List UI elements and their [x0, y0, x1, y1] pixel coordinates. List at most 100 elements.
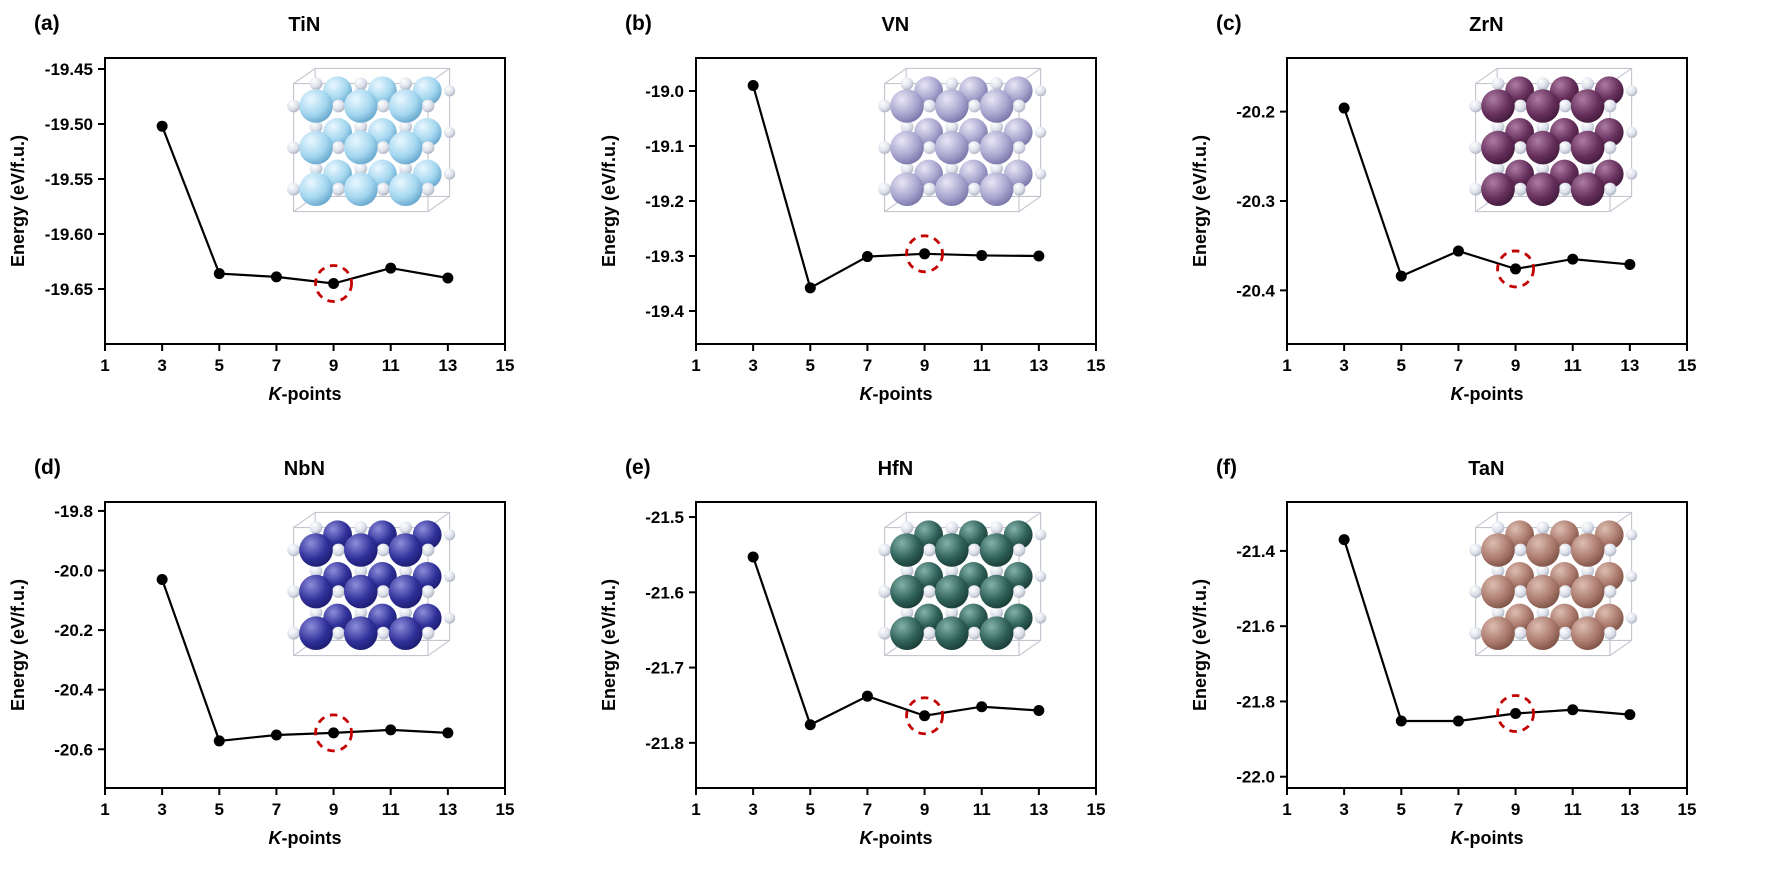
data-point [919, 248, 931, 260]
highlight-circle [1496, 694, 1535, 733]
data-point [1033, 704, 1045, 716]
x-tick-label: 9 [1511, 356, 1520, 375]
data-point [976, 249, 988, 261]
x-axis-label: K-points [1451, 828, 1524, 848]
panel-label: (f) [1216, 456, 1237, 479]
y-tick-label: -21.6 [1236, 617, 1275, 636]
y-axis-label: Energy (eV/f.u.) [1190, 579, 1210, 711]
x-tick-label: 7 [863, 356, 872, 375]
data-point [804, 282, 816, 294]
y-tick-label: -21.7 [645, 659, 684, 678]
crystal-structure-inset [1469, 511, 1638, 657]
y-tick-label: -20.3 [1236, 192, 1275, 211]
panel-header: (d) NbN [0, 452, 591, 488]
highlight-circle [314, 713, 353, 753]
data-point [442, 727, 454, 739]
data-point [1510, 263, 1522, 275]
data-point [1510, 707, 1522, 719]
y-tick-label: -21.4 [1236, 542, 1275, 561]
x-axis-label: K-points [269, 384, 342, 404]
data-point [1567, 253, 1579, 265]
panel-hfn: (e) HfN 1 3 5 7 9 11 13 15 -21.5 -21.6 -21.7 -21.8 E… [591, 444, 1182, 888]
x-tick-label: 1 [100, 356, 109, 375]
data-point [213, 735, 225, 747]
y-tick-label: -21.6 [645, 583, 684, 602]
y-tick-label: -20.2 [1236, 103, 1275, 122]
x-tick-label: 9 [329, 356, 338, 375]
data-point [270, 729, 282, 741]
y-axis-label: Energy (eV/f.u.) [8, 579, 28, 711]
panel-nbn: (d) NbN 1 3 5 7 9 11 13 15 -19.8 -20.0 -20.2 -20.4-… [0, 444, 591, 888]
x-tick-label: 9 [1511, 800, 1520, 819]
panel-label: (d) [34, 456, 61, 479]
data-point [804, 719, 816, 731]
data-point [1452, 245, 1464, 257]
x-tick-label: 1 [100, 800, 109, 819]
y-tick-label: -19.0 [645, 82, 684, 101]
x-tick-label: 11 [382, 800, 400, 819]
data-point [976, 701, 988, 713]
crystal-structure-inset [1469, 67, 1638, 213]
data-point [385, 724, 397, 736]
panel-tan: (f) TaN 1 3 5 7 9 11 13 15 -21.4 -21.6 -21.8 -22.0 E… [1182, 444, 1773, 888]
data-point [1567, 704, 1579, 716]
x-tick-label: 13 [1029, 800, 1048, 819]
x-tick-label: 7 [272, 356, 281, 375]
y-tick-label: -21.5 [645, 508, 684, 527]
x-axis-label: K-points [860, 828, 933, 848]
x-tick-label: 3 [748, 356, 757, 375]
highlight-circle [905, 696, 944, 736]
x-tick-label: 1 [691, 800, 700, 819]
panel-title: TiN [288, 14, 321, 36]
x-tick-label: 3 [748, 800, 757, 819]
data-point [1624, 258, 1636, 270]
highlight-circle [314, 264, 353, 303]
data-line [161, 579, 448, 743]
plot-frame [695, 501, 1097, 789]
data-point [919, 710, 931, 722]
y-tick-label: -19.60 [45, 225, 93, 244]
data-point [328, 278, 340, 289]
panel-title: HfN [877, 458, 914, 480]
x-tick-label: 7 [1454, 356, 1463, 375]
panel-title: NbN [283, 458, 325, 480]
kpoints-convergence-chart: 1 3 5 7 9 11 13 15-19.0-19.1-19.2-19.3-19.4Ener… [599, 57, 1105, 404]
x-tick-label: 9 [920, 800, 929, 819]
x-tick-label: 5 [806, 800, 815, 819]
kpoint-convergence-plot: 1 3 5 7 9 11 13 15 -21.4 -21.6 -21.8 -22.0 Energy (e… [1182, 488, 1773, 870]
data-point [747, 80, 759, 91]
data-line [752, 556, 1039, 727]
panel-header: (e) HfN [591, 452, 1182, 488]
data-line [161, 125, 449, 285]
kpoints-convergence-chart: 1 3 5 7 9 11 13 15-19.45-19.50-19.55-19.60-19.6… [8, 57, 514, 404]
data-point [861, 251, 873, 263]
data-point [1033, 250, 1045, 262]
x-tick-label: 1 [691, 356, 700, 375]
y-tick-label: -19.65 [45, 280, 93, 299]
panel-label: (a) [34, 12, 60, 35]
data-point [1624, 709, 1636, 721]
x-tick-label: 11 [973, 800, 991, 819]
panel-header: (f) TaN [1182, 452, 1773, 488]
y-tick-label: -21.8 [645, 734, 684, 753]
x-tick-label: 11 [973, 356, 991, 375]
kpoint-convergence-plot: 1 3 5 7 9 11 13 15 -21.5 -21.6 -21.7 -21.8 Energy (e… [591, 488, 1182, 870]
crystal-structure-inset [878, 511, 1047, 657]
data-point [385, 262, 397, 274]
x-axis-label: K-points [269, 828, 342, 848]
y-tick-label: -19.45 [45, 60, 93, 79]
data-point [270, 271, 282, 283]
panel-vn: (b) VN 1 3 5 7 9 11 13 15 -19.0 -19.1 -19.2 -19.3 -1… [591, 0, 1182, 444]
panel-label: (e) [625, 456, 651, 479]
y-axis-label: Energy (eV/f.u.) [1190, 135, 1210, 267]
panel-header: (a) TiN [0, 8, 591, 44]
x-axis-label: K-points [860, 384, 933, 404]
x-tick-label: 3 [1339, 800, 1348, 819]
x-tick-label: 15 [1087, 800, 1106, 819]
x-tick-label: 11 [1564, 800, 1582, 819]
crystal-structure-inset [287, 67, 456, 213]
y-tick-label: -19.2 [645, 192, 684, 211]
data-point [156, 573, 168, 585]
data-point [1395, 715, 1407, 727]
